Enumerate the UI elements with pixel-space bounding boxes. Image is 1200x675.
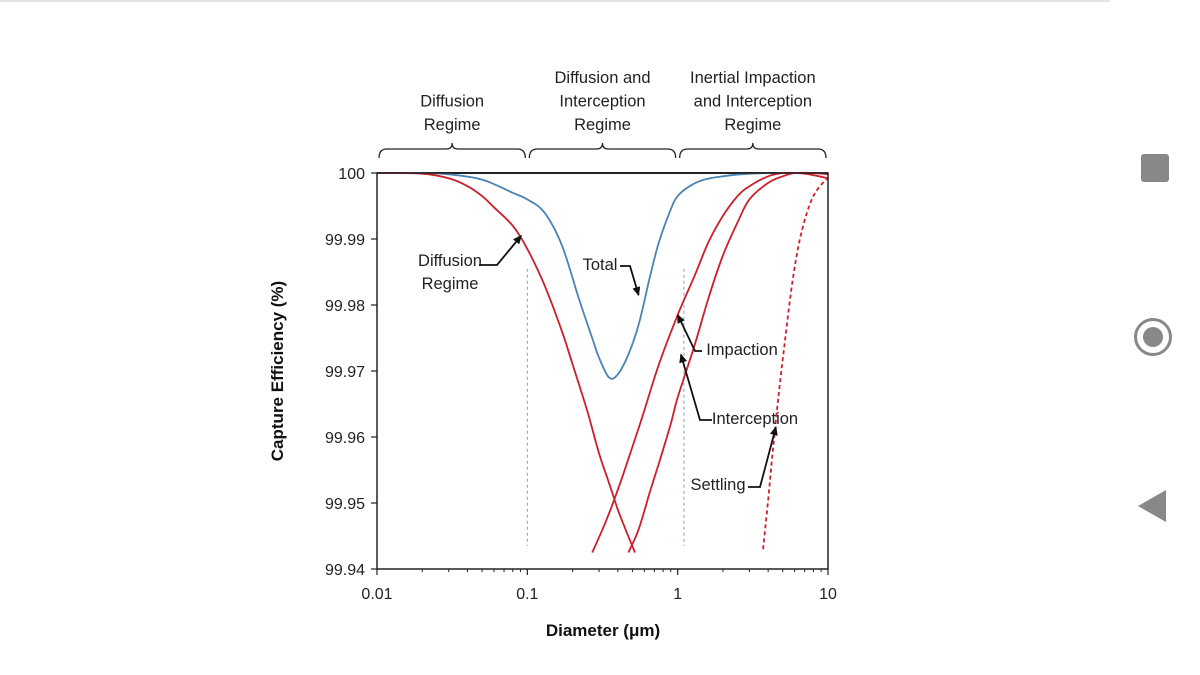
annotation-impaction-label: Impaction — [706, 341, 778, 359]
y-tick-label: 99.96 — [325, 430, 365, 447]
regime-bracket — [528, 142, 677, 159]
series-total-line — [376, 172, 829, 380]
regime-label: Diffusion — [420, 93, 484, 111]
series-impaction-line — [591, 171, 829, 553]
regime-label: Inertial Impaction — [690, 69, 816, 87]
stop-icon[interactable] — [1141, 154, 1169, 182]
y-tick-label: 99.94 — [325, 562, 365, 579]
top-divider — [0, 0, 1110, 2]
x-axis: 0.01 0.1 1 10 — [361, 569, 837, 603]
x-axis-label: Diameter (μm) — [546, 621, 660, 640]
y-tick-label: 100 — [338, 166, 365, 183]
annotation-settling-arrow — [748, 426, 778, 488]
x-tick-label: 1 — [673, 586, 682, 603]
annotation-total-label: Total — [583, 256, 618, 274]
side-controls — [1120, 140, 1190, 560]
y-axis: 100 99.99 99.98 99.97 99.96 99.95 99.94 — [325, 166, 377, 579]
back-icon[interactable] — [1138, 490, 1166, 522]
series-layer — [376, 171, 829, 553]
record-icon[interactable] — [1134, 318, 1172, 356]
regime-label: Regime — [574, 116, 631, 134]
annotation-diffusion-regime-label: Diffusion — [418, 252, 482, 270]
annotation-impaction-arrow — [676, 313, 702, 352]
y-tick-label: 99.99 — [325, 232, 365, 249]
series-settling-line — [762, 176, 829, 550]
regime-bracket — [679, 142, 827, 159]
y-tick-label: 99.98 — [325, 298, 365, 315]
y-tick-label: 99.97 — [325, 364, 365, 381]
annotation-total-arrow — [620, 265, 641, 297]
plot-frame — [376, 172, 829, 570]
regime-label: and Interception — [694, 93, 812, 111]
x-tick-label: 10 — [819, 586, 837, 603]
annotation-diffusion-regime-arrow — [479, 234, 522, 266]
capture-efficiency-chart: Diffusion Regime Diffusion and Interception… — [268, 69, 837, 640]
y-tick-label: 99.95 — [325, 496, 365, 513]
annotation-settling-label: Settling — [690, 476, 745, 494]
reference-lines — [377, 172, 828, 546]
regime-label: Interception — [559, 93, 645, 111]
annotations-layer: Diffusion Regime Total Impaction Interceptio… — [418, 234, 798, 494]
annotation-interception-label: Interception — [712, 410, 798, 428]
annotation-interception-arrow — [679, 353, 712, 421]
regime-label: Regime — [424, 116, 481, 134]
y-axis-label: Capture Efficiency (%) — [268, 281, 287, 461]
regime-bracket — [378, 142, 526, 159]
x-tick-label: 0.1 — [516, 586, 538, 603]
regime-label: Diffusion and — [554, 69, 650, 87]
regime-label: Regime — [724, 116, 781, 134]
regime-brackets: Diffusion Regime Diffusion and Interception… — [378, 69, 827, 159]
x-tick-label: 0.01 — [361, 586, 392, 603]
series-diffusion-line — [376, 172, 636, 553]
series-interception-line — [627, 171, 829, 553]
annotation-diffusion-regime-label: Regime — [422, 275, 479, 293]
